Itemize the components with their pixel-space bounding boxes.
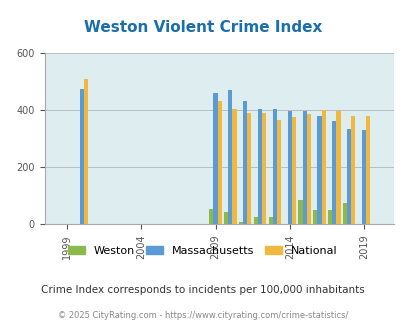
Bar xyxy=(327,210,331,224)
Bar xyxy=(361,130,365,224)
Bar xyxy=(291,117,295,224)
Bar xyxy=(268,217,272,224)
Bar xyxy=(253,217,258,224)
Bar xyxy=(262,113,266,224)
Bar xyxy=(313,210,317,224)
Bar xyxy=(239,221,243,224)
Bar xyxy=(272,109,276,224)
Text: Crime Index corresponds to incidents per 100,000 inhabitants: Crime Index corresponds to incidents per… xyxy=(41,285,364,295)
Bar xyxy=(213,93,217,224)
Bar xyxy=(243,101,247,224)
Bar xyxy=(298,200,302,224)
Bar xyxy=(224,212,228,224)
Bar xyxy=(217,101,221,224)
Bar xyxy=(302,112,306,224)
Bar xyxy=(276,120,281,224)
Bar xyxy=(79,88,84,224)
Bar xyxy=(287,112,291,224)
Bar xyxy=(209,209,213,224)
Bar xyxy=(84,79,88,224)
Bar xyxy=(365,116,369,224)
Text: © 2025 CityRating.com - https://www.cityrating.com/crime-statistics/: © 2025 CityRating.com - https://www.city… xyxy=(58,311,347,320)
Bar xyxy=(232,109,236,224)
Bar xyxy=(317,116,321,224)
Bar xyxy=(331,121,336,224)
Bar xyxy=(336,112,340,224)
Bar xyxy=(346,129,350,224)
Legend: Weston, Massachusetts, National: Weston, Massachusetts, National xyxy=(64,241,341,260)
Bar xyxy=(228,90,232,224)
Text: Weston Violent Crime Index: Weston Violent Crime Index xyxy=(83,20,322,35)
Bar xyxy=(350,116,355,224)
Bar xyxy=(258,109,262,224)
Bar xyxy=(342,203,346,224)
Bar xyxy=(306,114,310,224)
Bar xyxy=(321,110,325,224)
Bar xyxy=(247,113,251,224)
